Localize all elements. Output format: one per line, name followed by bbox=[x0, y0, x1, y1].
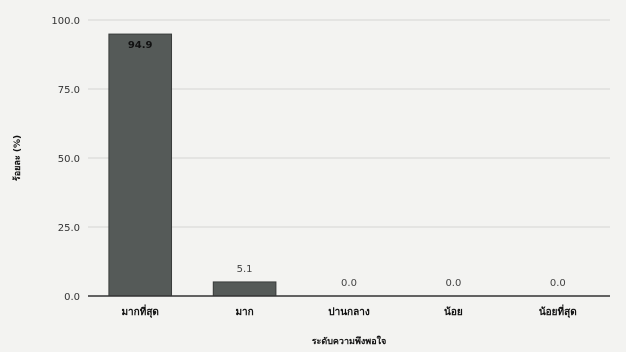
data-labels: 94.9 5.1 0.0 0.0 0.0 bbox=[128, 40, 566, 289]
x-category-label: มากที่สุด bbox=[121, 304, 158, 318]
data-label: 5.1 bbox=[237, 264, 253, 275]
data-label: 94.9 bbox=[128, 40, 153, 51]
y-tick-labels: 0.0 25.0 50.0 75.0 100.0 bbox=[51, 16, 80, 303]
data-label: 0.0 bbox=[445, 278, 461, 289]
bar bbox=[108, 33, 173, 297]
bar bbox=[212, 281, 277, 297]
x-category-label: ปานกลาง bbox=[328, 306, 370, 318]
data-label: 0.0 bbox=[341, 278, 357, 289]
x-axis-title: ระดับความพึงพอใจ bbox=[312, 335, 387, 347]
bars bbox=[108, 33, 277, 297]
x-category-label: มาก bbox=[235, 307, 253, 318]
data-label: 0.0 bbox=[550, 278, 566, 289]
x-category-label: น้อยที่สุด bbox=[539, 304, 577, 318]
y-tick-label: 100.0 bbox=[51, 16, 80, 27]
y-axis-title: ร้อยละ (%) bbox=[12, 135, 23, 181]
x-category-label: น้อย bbox=[444, 306, 463, 318]
y-tick-label: 25.0 bbox=[58, 223, 80, 234]
y-tick-label: 50.0 bbox=[58, 154, 80, 165]
y-tick-label: 75.0 bbox=[58, 85, 80, 96]
y-tick-label: 0.0 bbox=[64, 292, 80, 303]
gridlines bbox=[88, 19, 610, 228]
x-category-labels: มากที่สุด มาก ปานกลาง น้อย น้อยที่สุด bbox=[121, 304, 576, 318]
